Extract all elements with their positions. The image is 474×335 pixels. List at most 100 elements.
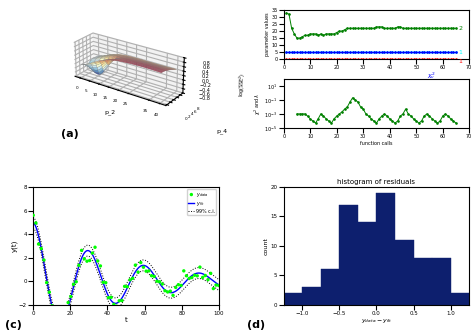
$y_{data}$ bbox=[121, 284, 128, 289]
99% c.i. bbox=[119, 291, 125, 295]
$y_{data}$ bbox=[54, 320, 61, 326]
99% c.i. bbox=[216, 277, 221, 281]
$y_{data}$ bbox=[124, 284, 131, 289]
$y_{fit}$ bbox=[141, 263, 147, 267]
Text: (a): (a) bbox=[61, 129, 79, 139]
$y_{fit}$ bbox=[216, 283, 221, 287]
$y_{data}$ bbox=[116, 298, 123, 304]
99% c.i. bbox=[131, 267, 137, 271]
Text: 1: 1 bbox=[459, 59, 463, 64]
$y_{fit}$ bbox=[30, 220, 36, 224]
$y_{data}$ bbox=[150, 274, 158, 279]
$y_{data}$ bbox=[73, 279, 80, 284]
$y_{data}$ bbox=[97, 263, 104, 269]
$y_{data}$ bbox=[100, 280, 107, 285]
X-axis label: $y_{data} - y_{fit}$: $y_{data} - y_{fit}$ bbox=[361, 318, 392, 326]
$y_{fit}$ bbox=[119, 296, 125, 300]
X-axis label: function calls: function calls bbox=[360, 141, 393, 146]
Line: $y_{fit}$: $y_{fit}$ bbox=[33, 222, 219, 324]
$y_{data}$ bbox=[182, 273, 190, 278]
Text: (c): (c) bbox=[5, 321, 22, 330]
Line: 99% c.i.: 99% c.i. bbox=[33, 217, 219, 319]
99% c.i. bbox=[212, 275, 218, 279]
$y_{data}$ bbox=[132, 262, 139, 268]
$y_{data}$ bbox=[91, 245, 99, 250]
Bar bbox=[432, 258, 451, 305]
$y_{data}$ bbox=[118, 298, 126, 303]
$y_{data}$ bbox=[59, 313, 66, 318]
Bar bbox=[302, 287, 321, 305]
$y_{data}$ bbox=[140, 265, 147, 270]
$y_{data}$ bbox=[129, 276, 137, 281]
$y_{fit}$ bbox=[120, 294, 126, 298]
Y-axis label: p_4: p_4 bbox=[217, 128, 228, 134]
$y_{data}$ bbox=[148, 273, 155, 278]
$y_{data}$ bbox=[137, 260, 145, 265]
$y_{data}$ bbox=[102, 280, 109, 285]
$y_{data}$ bbox=[201, 273, 209, 278]
Title: histogram of residuals: histogram of residuals bbox=[337, 179, 416, 185]
$y_{data}$ bbox=[174, 282, 182, 287]
$y_{data}$ bbox=[142, 268, 150, 274]
$y_{data}$ bbox=[196, 264, 204, 270]
$y_{data}$ bbox=[105, 295, 112, 300]
$y_{fit}$ bbox=[183, 279, 189, 283]
$y_{data}$ bbox=[75, 263, 82, 268]
99% c.i. bbox=[141, 258, 147, 262]
Bar bbox=[358, 222, 376, 305]
Bar bbox=[321, 269, 339, 305]
$y_{data}$ bbox=[199, 275, 206, 280]
X-axis label: p_2: p_2 bbox=[104, 110, 115, 115]
$y_{data}$ bbox=[51, 313, 58, 319]
$y_{data}$ bbox=[180, 268, 188, 274]
99% c.i. bbox=[57, 317, 63, 321]
$y_{data}$ bbox=[177, 283, 185, 288]
Y-axis label: y(t): y(t) bbox=[11, 240, 18, 252]
Bar bbox=[451, 293, 469, 305]
$y_{data}$ bbox=[86, 258, 93, 263]
$y_{data}$ bbox=[191, 273, 198, 278]
$y_{data}$ bbox=[145, 268, 153, 274]
$y_{data}$ bbox=[188, 275, 196, 280]
$y_{data}$ bbox=[46, 289, 53, 295]
$y_{data}$ bbox=[37, 246, 45, 251]
$y_{data}$ bbox=[153, 278, 161, 284]
Text: 1: 1 bbox=[459, 50, 463, 55]
$y_{data}$ bbox=[113, 304, 120, 309]
Legend: $y_{data}$, $y_{fit}$, 99% c.i.: $y_{data}$, $y_{fit}$, 99% c.i. bbox=[187, 189, 216, 215]
99% c.i. bbox=[120, 289, 126, 293]
$y_{data}$ bbox=[35, 242, 42, 247]
$y_{data}$ bbox=[204, 277, 212, 282]
$y_{data}$ bbox=[67, 294, 74, 299]
$y_{data}$ bbox=[210, 286, 217, 291]
Bar bbox=[376, 193, 395, 305]
Bar bbox=[395, 240, 414, 305]
$y_{data}$ bbox=[169, 292, 177, 298]
Y-axis label: count: count bbox=[264, 237, 269, 255]
$y_{data}$ bbox=[40, 257, 48, 263]
$y_{data}$ bbox=[32, 220, 40, 226]
$y_{data}$ bbox=[193, 273, 201, 278]
$y_{data}$ bbox=[48, 303, 56, 309]
$y_{data}$ bbox=[126, 277, 134, 282]
$y_{data}$ bbox=[62, 319, 69, 324]
$y_{data}$ bbox=[56, 319, 64, 324]
99% c.i. bbox=[30, 215, 36, 219]
Text: (d): (d) bbox=[246, 321, 264, 330]
$y_{data}$ bbox=[134, 269, 142, 275]
$y_{fit}$ bbox=[212, 280, 218, 284]
Y-axis label: parameter values: parameter values bbox=[265, 13, 270, 56]
$y_{data}$ bbox=[94, 258, 101, 264]
Text: $\chi_\nu^2$: $\chi_\nu^2$ bbox=[427, 70, 436, 81]
$y_{data}$ bbox=[161, 288, 169, 293]
$y_{data}$ bbox=[108, 295, 115, 300]
$y_{data}$ bbox=[207, 271, 214, 276]
$y_{data}$ bbox=[172, 285, 180, 290]
$y_{data}$ bbox=[110, 302, 118, 307]
$y_{data}$ bbox=[158, 281, 166, 287]
$y_{data}$ bbox=[83, 259, 91, 264]
$y_{data}$ bbox=[89, 250, 96, 256]
$y_{data}$ bbox=[43, 280, 50, 285]
X-axis label: t: t bbox=[125, 318, 128, 324]
$y_{data}$ bbox=[81, 256, 88, 261]
